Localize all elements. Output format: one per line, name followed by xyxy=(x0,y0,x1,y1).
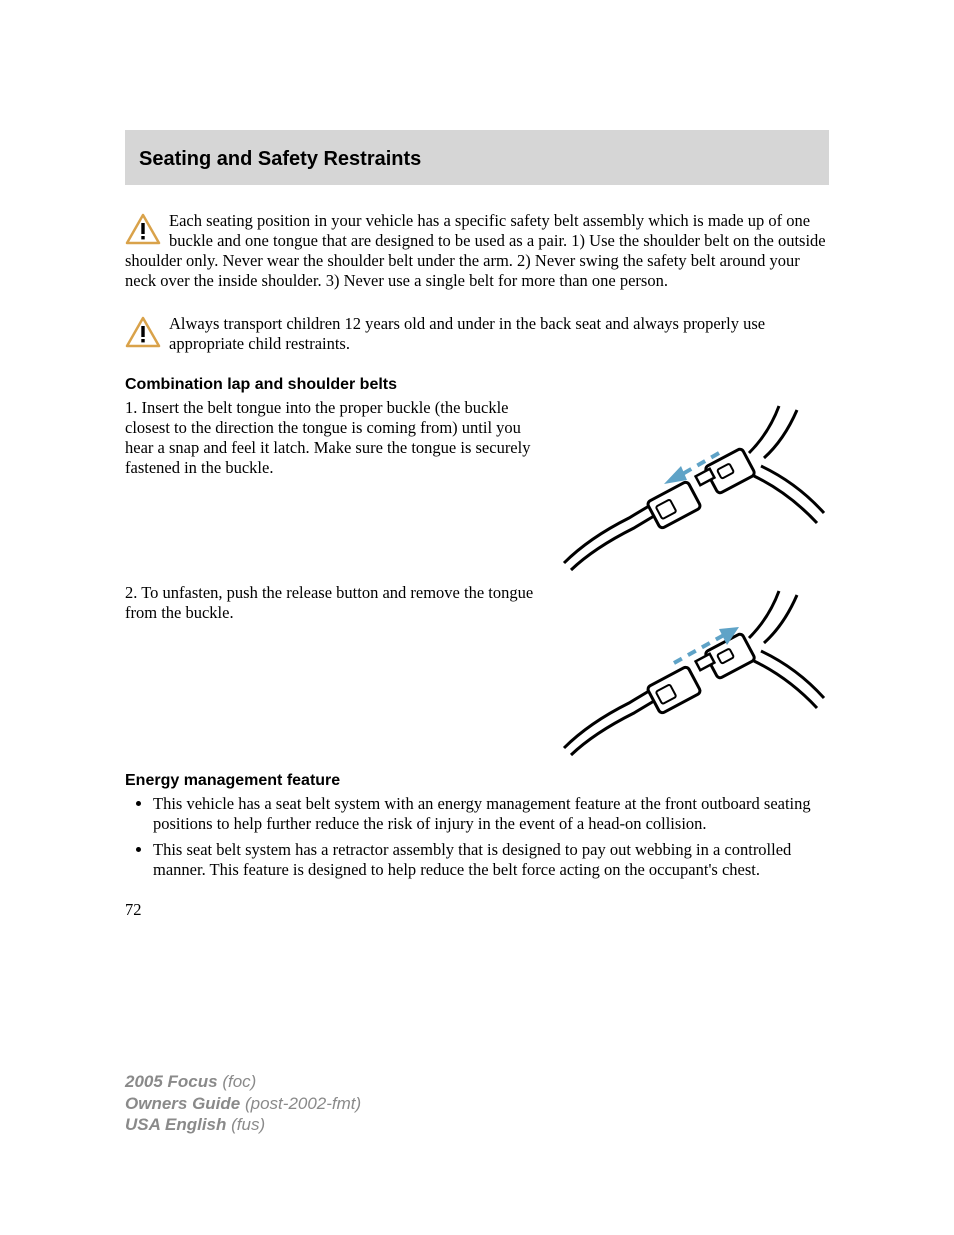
step-text: 1. Insert the belt tongue into the prope… xyxy=(125,398,545,479)
list-item: This seat belt system has a retractor as… xyxy=(153,840,829,880)
warning-triangle-icon xyxy=(125,213,161,250)
section-title: Seating and Safety Restraints xyxy=(139,148,815,171)
warning-text: Always transport children 12 years old a… xyxy=(125,314,829,354)
footer-line: Owners Guide (post-2002-fmt) xyxy=(125,1093,361,1114)
belt-insert-diagram xyxy=(559,398,829,573)
footer-model: 2005 Focus xyxy=(125,1072,218,1091)
footer-lang: USA English xyxy=(125,1115,226,1134)
footer-code: (fus) xyxy=(231,1115,265,1134)
page-content: Seating and Safety Restraints Each seati… xyxy=(0,0,954,980)
subheading: Combination lap and shoulder belts xyxy=(125,376,829,394)
footer-line: USA English (fus) xyxy=(125,1114,361,1135)
footer-code: (foc) xyxy=(222,1072,256,1091)
footer-guide: Owners Guide xyxy=(125,1094,240,1113)
subheading: Energy management feature xyxy=(125,772,829,790)
instruction-step: 1. Insert the belt tongue into the prope… xyxy=(125,398,829,573)
footer-code: (post-2002-fmt) xyxy=(245,1094,361,1113)
footer-metadata: 2005 Focus (foc) Owners Guide (post-2002… xyxy=(125,1071,361,1135)
list-item: This vehicle has a seat belt system with… xyxy=(153,794,829,834)
warning-text: Each seating position in your vehicle ha… xyxy=(125,211,829,292)
step-text: 2. To unfasten, push the release button … xyxy=(125,583,545,623)
page-number: 72 xyxy=(125,900,829,920)
warning-block: Always transport children 12 years old a… xyxy=(125,314,829,354)
warning-triangle-icon xyxy=(125,316,161,353)
belt-release-diagram xyxy=(559,583,829,758)
warning-block: Each seating position in your vehicle ha… xyxy=(125,211,829,292)
section-header-band: Seating and Safety Restraints xyxy=(125,130,829,185)
bullet-list: This vehicle has a seat belt system with… xyxy=(125,794,829,881)
instruction-step: 2. To unfasten, push the release button … xyxy=(125,583,829,758)
footer-line: 2005 Focus (foc) xyxy=(125,1071,361,1092)
